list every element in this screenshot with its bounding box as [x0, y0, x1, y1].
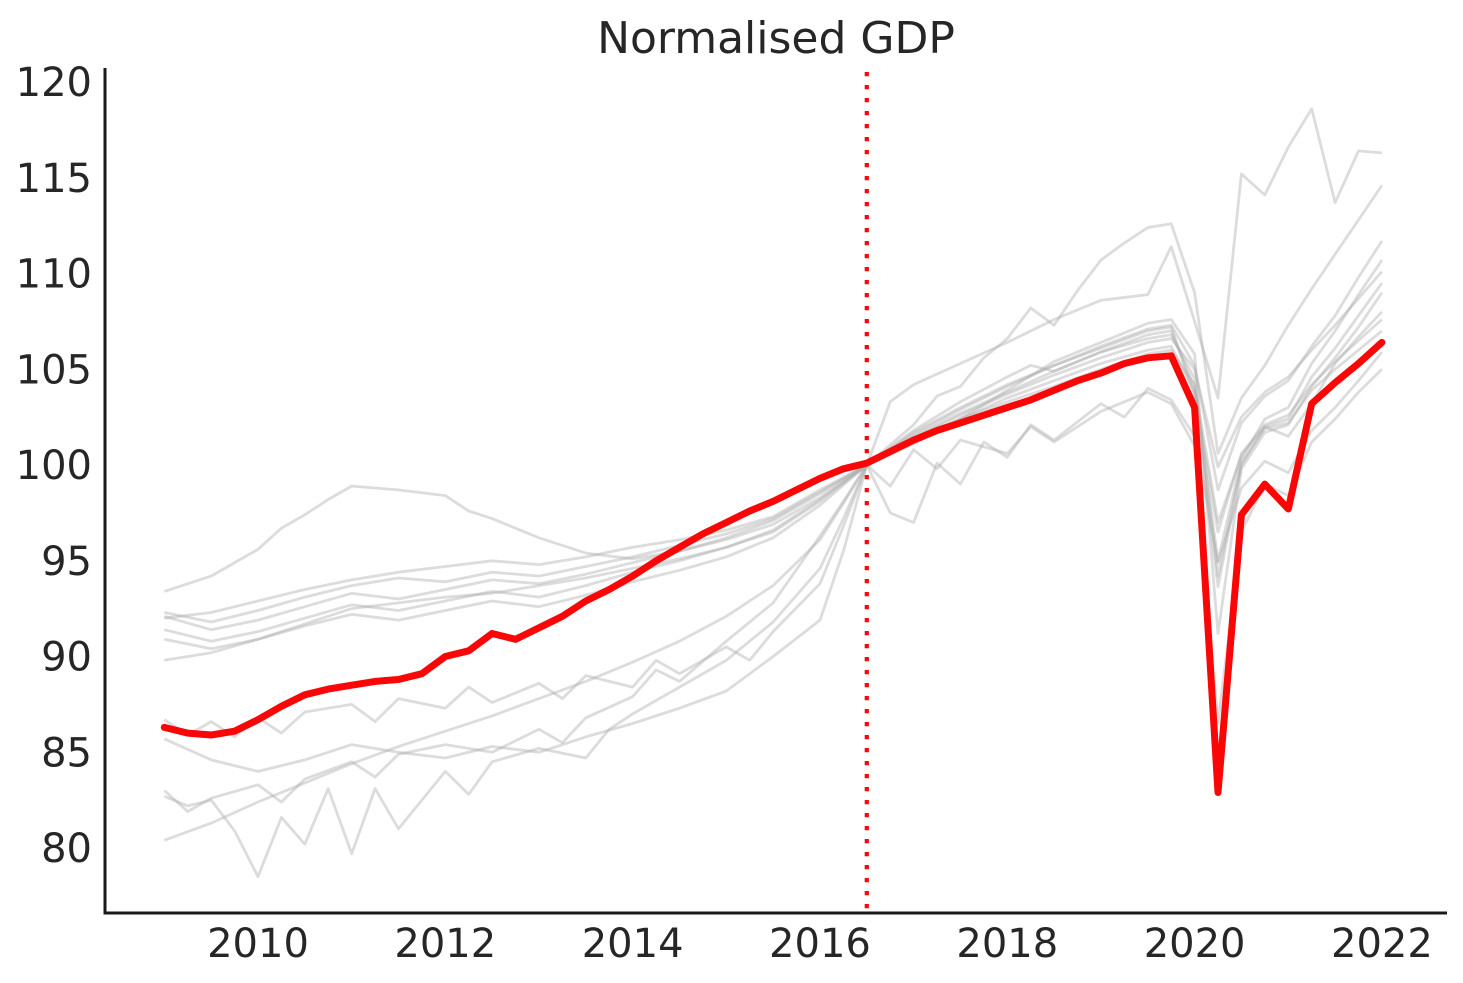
- y-tick-label: 120: [16, 60, 92, 106]
- y-tick-label: 110: [16, 252, 92, 298]
- highlighted-series-line: [160, 338, 1386, 796]
- x-tick-label: 2012: [394, 921, 496, 967]
- y-tick-label: 90: [41, 635, 92, 681]
- x-tick-label: 2022: [1331, 921, 1433, 967]
- x-tick-label: 2016: [769, 921, 871, 967]
- background-series-line-gray-7: [163, 351, 1383, 739]
- y-tick-label: 105: [16, 347, 92, 393]
- x-tick-label: 2018: [956, 921, 1058, 967]
- y-tick-label: 85: [41, 730, 92, 776]
- x-tick-label: 2014: [582, 921, 684, 967]
- background-series-line-gray-1: [163, 310, 1383, 593]
- y-tick-label: 100: [16, 443, 92, 489]
- background-series-line-gray-11: [164, 329, 1383, 651]
- x-tick-label: 2020: [1144, 921, 1246, 967]
- background-series-line-gray-8: [163, 107, 1383, 773]
- y-tick-label: 80: [41, 826, 92, 872]
- y-tick-labels: 80 85 90 95 100 105 110 115 120: [16, 60, 92, 872]
- x-tick-label: 2010: [207, 921, 309, 967]
- x-tick-labels: 2010 2012 2014 2016 2018 2020 2022: [207, 921, 1433, 967]
- y-tick-label: 95: [41, 539, 92, 585]
- chart-title: Normalised GDP: [597, 13, 955, 64]
- background-series-line-gray-12: [163, 291, 1384, 842]
- y-tick-label: 115: [16, 156, 92, 202]
